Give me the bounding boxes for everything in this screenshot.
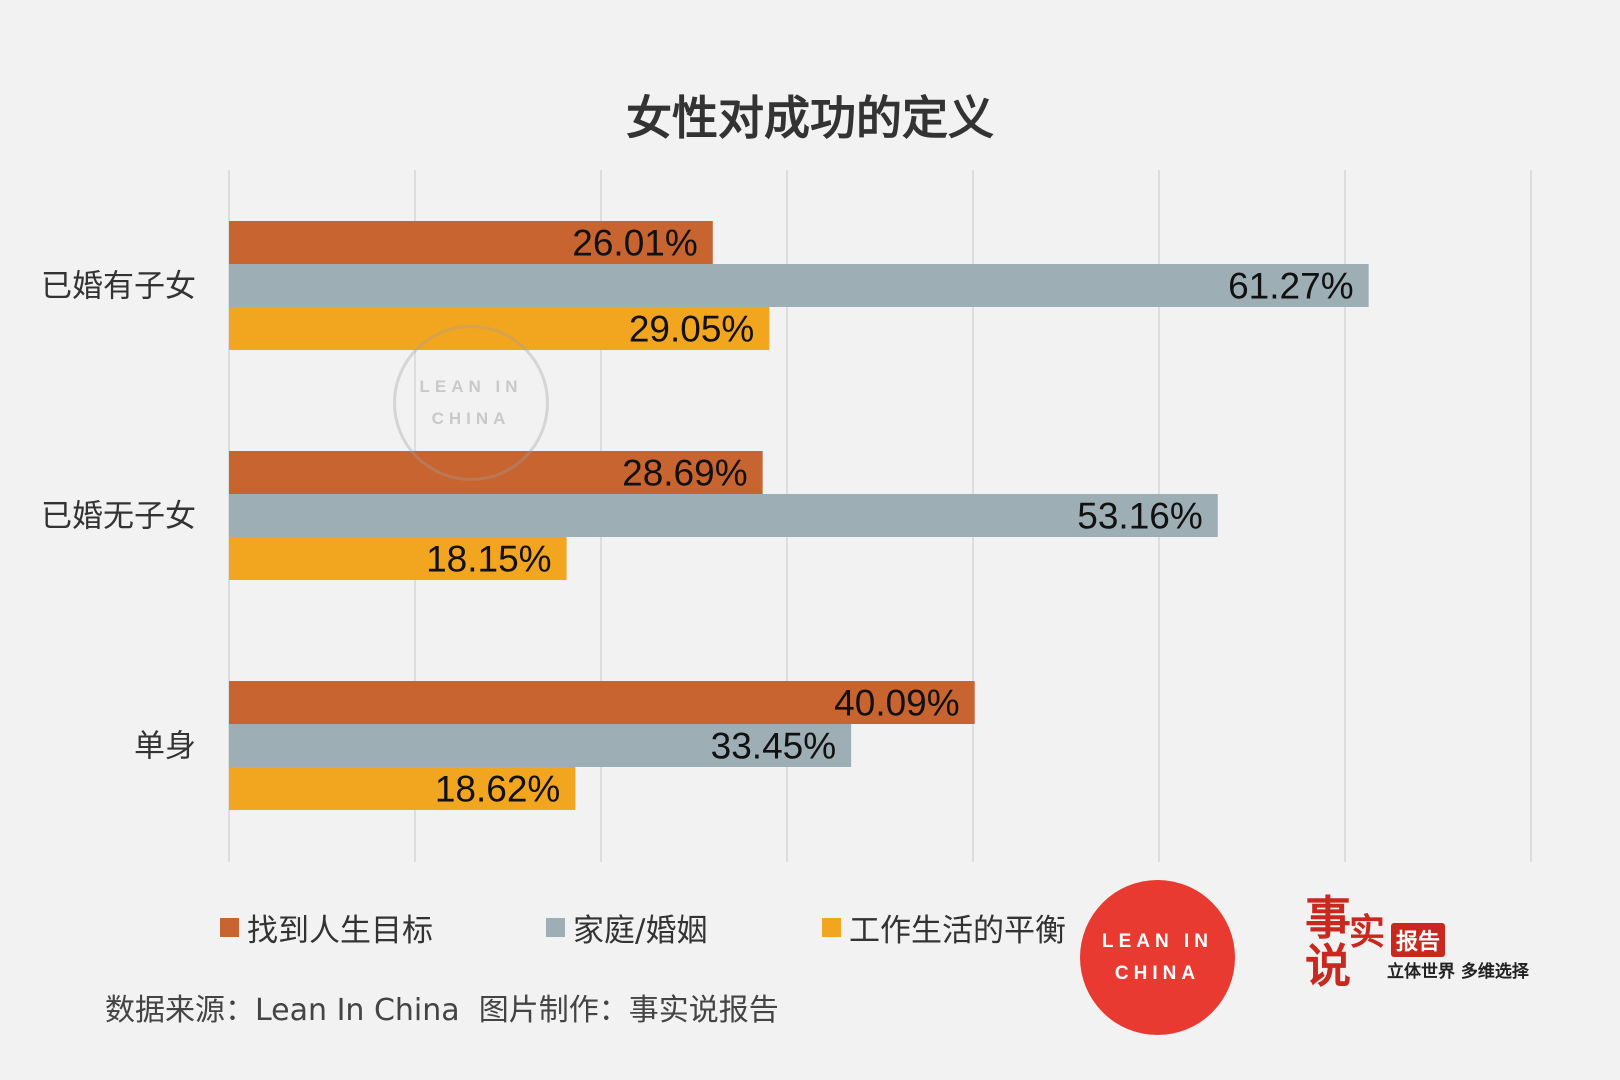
legend-label-goal: 找到人生目标	[247, 913, 433, 949]
data-label: 29.05%	[629, 309, 755, 350]
logo-line1: LEAN IN	[1102, 930, 1213, 952]
legend-item-balance: 工作生活的平衡	[822, 905, 1066, 950]
data-label: 26.01%	[572, 223, 698, 264]
brand-badge: 报告	[1391, 923, 1446, 957]
brand-slogan: 立体世界 多维选择	[1387, 962, 1529, 982]
brand-char-3: 说	[1305, 939, 1351, 993]
logo-line2: CHINA	[1114, 962, 1201, 984]
category-label: 已婚有子女	[41, 269, 196, 305]
source-note: 数据来源：Lean In China 图片制作：事实说报告	[105, 993, 779, 1028]
data-label: 18.15%	[426, 539, 552, 580]
bar	[229, 494, 1218, 537]
bar	[229, 221, 713, 264]
category-label: 单身	[134, 729, 196, 765]
bar	[229, 264, 1369, 307]
chart-title: 女性对成功的定义	[626, 91, 994, 145]
legend-swatch-goal	[220, 918, 239, 937]
bar	[229, 767, 576, 810]
bar	[229, 681, 975, 724]
data-label: 53.16%	[1077, 496, 1203, 537]
brand-char-1: 事	[1305, 891, 1351, 945]
data-label: 18.62%	[435, 769, 561, 810]
data-label: 40.09%	[834, 683, 960, 724]
lean-in-china-logo: LEAN IN CHINA	[1080, 880, 1235, 1035]
legend-label-family: 家庭/婚姻	[573, 913, 708, 949]
data-label: 61.27%	[1228, 266, 1354, 307]
legend-label-balance: 工作生活的平衡	[849, 913, 1066, 949]
legend-item-goal: 找到人生目标	[220, 905, 433, 950]
legend-swatch-balance	[822, 918, 841, 937]
bar	[229, 724, 852, 767]
watermark-line2: CHINA	[431, 409, 511, 428]
bar	[229, 537, 567, 580]
watermark-line1: LEAN IN	[419, 377, 523, 396]
legend-swatch-family	[546, 918, 565, 937]
data-label: 33.45%	[711, 726, 837, 767]
legend-item-family: 家庭/婚姻	[546, 905, 707, 950]
brand-logo: 事 实 说 报告 立体世界 多维选择	[1305, 895, 1535, 1015]
lean-in-watermark: LEAN IN CHINA	[393, 325, 549, 481]
brand-char-2: 实	[1349, 911, 1386, 953]
category-label: 已婚无子女	[41, 499, 196, 535]
data-label: 28.69%	[622, 453, 748, 494]
